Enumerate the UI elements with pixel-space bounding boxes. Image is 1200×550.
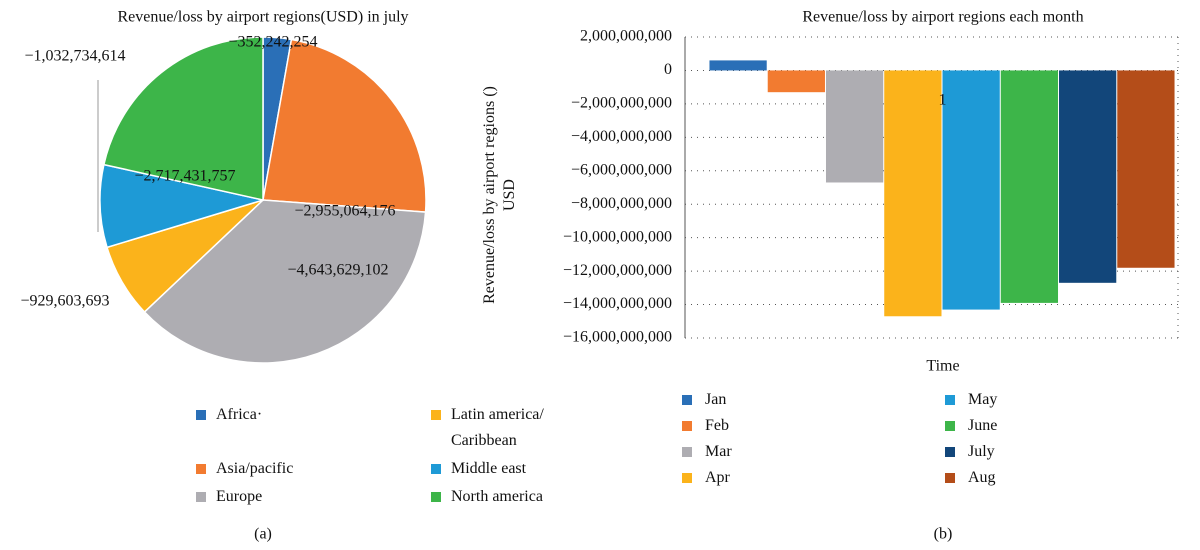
legend-swatch <box>682 421 692 431</box>
bar <box>709 60 767 71</box>
bar <box>1059 70 1117 283</box>
legend-label: Mar <box>705 443 732 460</box>
bar <box>884 70 942 317</box>
legend-label: Latin america/ Caribbean <box>451 406 544 449</box>
y-tick-label: −16,000,000,000 <box>563 329 672 346</box>
legend-swatch <box>431 410 441 420</box>
data-label: −929,603,693 <box>20 293 109 310</box>
y-tick-label: −14,000,000,000 <box>563 295 672 312</box>
bar <box>767 70 825 93</box>
legend-swatch <box>945 473 955 483</box>
chart-title: Revenue/loss by airport regions(USD) in … <box>117 9 408 26</box>
legend-label: June <box>968 417 998 434</box>
legend-label: Europe <box>216 488 263 505</box>
x-tick-label: 1 <box>939 92 947 109</box>
legend-swatch <box>682 395 692 405</box>
y-tick-label: −12,000,000,000 <box>563 262 672 279</box>
legend-swatch <box>431 464 441 474</box>
data-label: −4,643,629,102 <box>287 262 388 279</box>
legend-label: Asia/pacific <box>216 460 294 477</box>
pie-slice <box>143 199 427 364</box>
data-label: −352,242,254 <box>228 34 317 51</box>
pie-slice <box>102 36 264 201</box>
data-label: −2,955,064,176 <box>294 203 395 220</box>
legend-swatch <box>431 492 441 502</box>
legend-label: Aug <box>968 469 996 486</box>
data-label: −1,032,734,614 <box>24 48 125 65</box>
pie-slice <box>262 38 427 213</box>
legend-label: Feb <box>705 417 729 434</box>
y-tick-label: 2,000,000,000 <box>580 28 672 45</box>
legend-label: July <box>968 443 995 460</box>
legend-swatch <box>682 447 692 457</box>
legend-swatch <box>196 492 206 502</box>
y-tick-label: −2,000,000,000 <box>571 95 672 112</box>
legend-label: North america <box>451 488 543 505</box>
y-tick-label: −8,000,000,000 <box>571 195 672 212</box>
legend-swatch <box>196 464 206 474</box>
legend-swatch <box>945 421 955 431</box>
y-tick-label: −4,000,000,000 <box>571 128 672 145</box>
bar <box>1117 70 1175 268</box>
legend-label: Apr <box>705 469 730 486</box>
y-tick-label: −6,000,000,000 <box>571 161 672 178</box>
caption: (b) <box>934 526 953 543</box>
data-label: −2,717,431,757 <box>134 168 235 185</box>
chart-title: Revenue/loss by airport regions each mon… <box>802 9 1083 26</box>
legend-label: Africa· <box>216 406 263 423</box>
legend-swatch <box>682 473 692 483</box>
x-axis-title: Time <box>926 358 959 375</box>
bar <box>942 70 1000 310</box>
legend-label: Middle east <box>451 460 527 477</box>
y-tick-label: 0 <box>664 61 672 78</box>
legend-swatch <box>196 410 206 420</box>
y-tick-label: −10,000,000,000 <box>563 228 672 245</box>
legend-label: Jan <box>705 391 727 408</box>
bar <box>825 70 884 183</box>
bar <box>1000 70 1059 303</box>
y-axis-title: Revenue/loss by airport regions () USD <box>481 86 518 304</box>
legend-label: May <box>968 391 998 408</box>
legend-swatch <box>945 447 955 457</box>
legend-swatch <box>945 395 955 405</box>
caption: (a) <box>254 526 272 543</box>
